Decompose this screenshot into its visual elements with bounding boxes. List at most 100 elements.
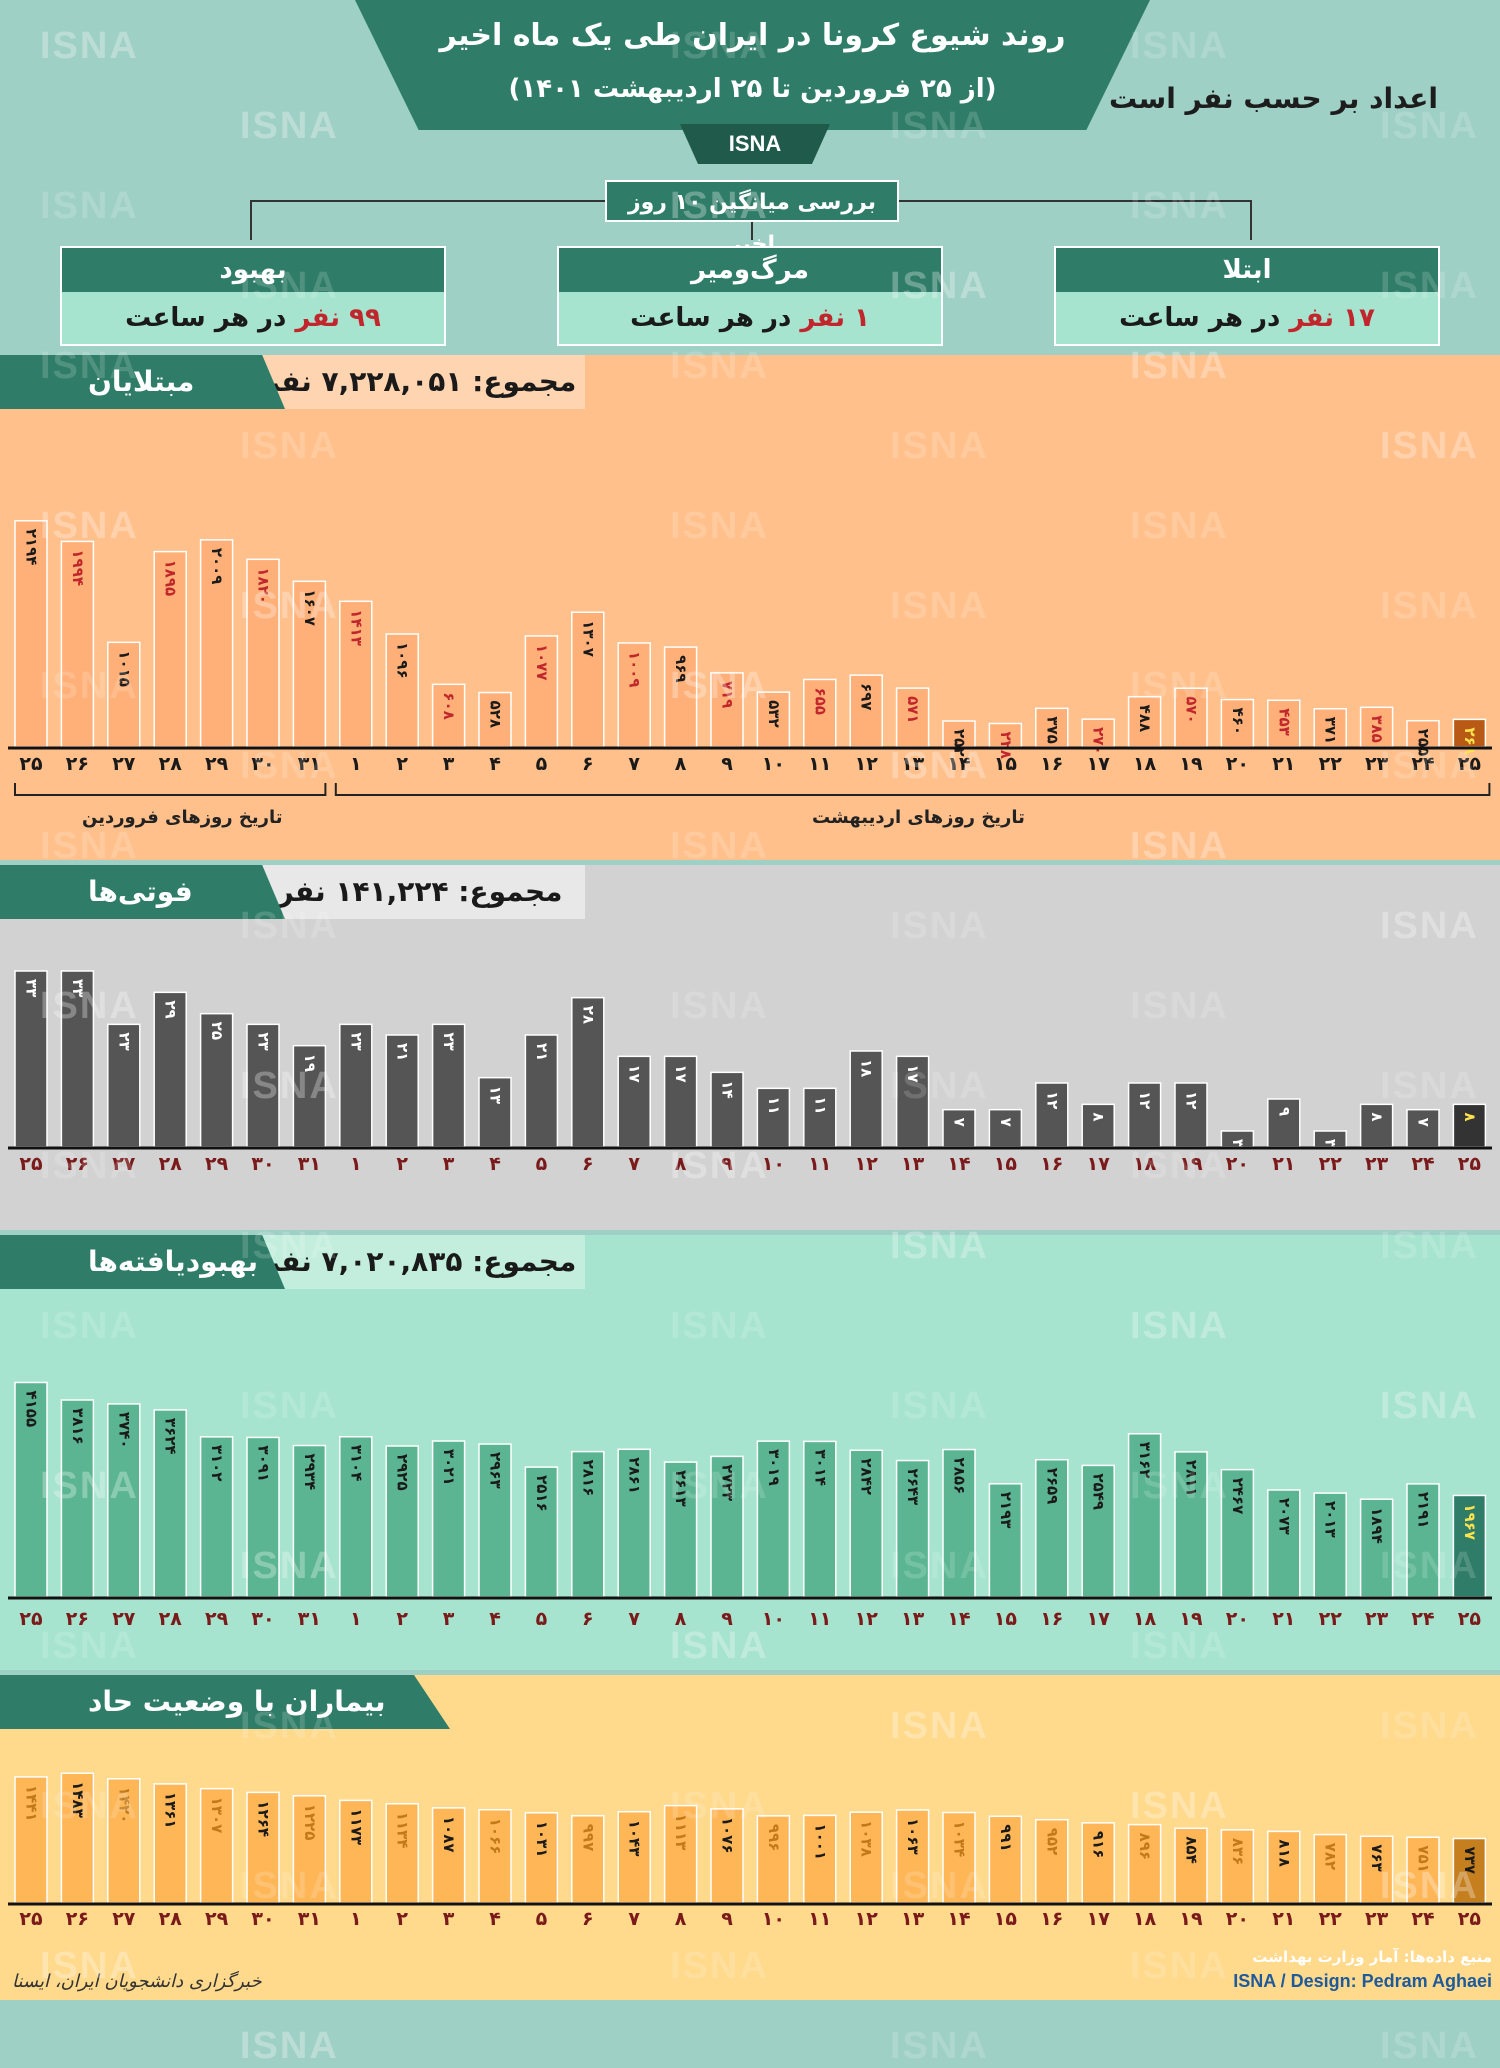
bar-label-recovered-4: ۳۱۰۲	[208, 1445, 226, 1482]
tick-label-deaths-30: ۲۴	[1411, 1153, 1434, 1175]
tick-label-recovered-6: ۳۱	[298, 1608, 321, 1630]
tick-label-infections-5: ۳۰	[251, 753, 274, 775]
tick-label-critical-29: ۲۳	[1365, 1908, 1389, 1930]
bar-label-infections-18: ۶۹۷	[858, 683, 876, 710]
infections-total: مجموع: ۷,۲۲۸,۰۵۱ نفر	[255, 355, 585, 409]
bar-label-infections-16: ۵۳۲	[765, 700, 783, 727]
tick-label-critical-12: ۶	[582, 1908, 594, 1930]
tick-label-recovered-28: ۲۲	[1319, 1608, 1343, 1630]
tick-label-infections-23: ۱۷	[1087, 753, 1111, 775]
bar-deaths-30	[1406, 1108, 1440, 1148]
bar-critical-15	[710, 1808, 744, 1904]
bar-label-critical-2: ۱۴۲۰	[115, 1787, 133, 1824]
bar-label-infections-11: ۱۰۷۷	[533, 644, 551, 681]
bar-critical-19	[895, 1809, 930, 1904]
bar-label-recovered-6: ۲۹۳۴	[301, 1454, 319, 1491]
bar-label-deaths-12: ۲۸	[579, 1006, 597, 1024]
tick-label-critical-4: ۲۹	[205, 1908, 229, 1930]
bar-recovered-19	[895, 1459, 930, 1598]
bar-deaths-1	[60, 970, 95, 1148]
bar-deaths-15	[710, 1071, 744, 1148]
bar-recovered-6	[292, 1444, 327, 1598]
tick-label-critical-18: ۱۲	[855, 1908, 879, 1930]
tick-label-recovered-17: ۱۱	[808, 1608, 831, 1630]
tick-label-infections-0: ۲۵	[19, 753, 43, 775]
tick-label-infections-9: ۳	[443, 753, 455, 775]
bar-label-infections-22: ۳۷۵	[1043, 716, 1061, 743]
watermark: ISNA	[890, 2025, 989, 2067]
bar-infections-17	[803, 678, 837, 748]
bar-recovered-25	[1174, 1451, 1208, 1598]
bar-critical-17	[803, 1814, 837, 1904]
bar-label-critical-20: ۱۰۳۴	[951, 1821, 969, 1858]
tick-label-recovered-31: ۲۵	[1458, 1608, 1482, 1630]
stat-deaths-title: مرگ‌ومیر	[559, 248, 941, 292]
stat-recovery-number: ۹۹ نفر	[295, 303, 381, 333]
bar-infections-7	[339, 600, 373, 748]
brand-tab: ISNA	[680, 124, 830, 164]
tick-label-infections-4: ۲۹	[205, 753, 229, 775]
bar-label-deaths-3: ۲۹	[162, 1000, 180, 1018]
bar-infections-9	[431, 683, 466, 748]
bar-label-deaths-2: ۲۳	[115, 1032, 133, 1050]
tick-label-critical-10: ۴	[489, 1908, 501, 1930]
bar-label-deaths-6: ۱۹	[301, 1054, 319, 1072]
bar-label-deaths-13: ۱۷	[626, 1064, 644, 1082]
stat-deaths: مرگ‌ومیر ۱ نفر در هر ساعت	[557, 246, 943, 346]
bar-label-deaths-18: ۱۸	[858, 1059, 876, 1077]
stat-deaths-number: ۱ نفر	[800, 303, 870, 333]
bar-label-infections-14: ۹۶۹	[672, 655, 690, 682]
bar-label-infections-17: ۶۵۵	[811, 687, 829, 714]
tick-label-critical-15: ۹	[721, 1908, 733, 1930]
bar-label-critical-24: ۸۹۶	[1136, 1833, 1154, 1860]
tick-label-critical-9: ۳	[443, 1908, 455, 1930]
bar-label-recovered-21: ۲۱۹۳	[997, 1492, 1015, 1529]
tick-label-recovered-3: ۲۸	[159, 1608, 183, 1630]
connector-line	[250, 200, 252, 240]
bar-deaths-12	[571, 996, 605, 1148]
tick-label-critical-19: ۱۳	[901, 1908, 925, 1930]
tick-label-infections-14: ۸	[675, 753, 687, 775]
tick-label-recovered-24: ۱۸	[1133, 1608, 1157, 1630]
tick-label-infections-28: ۲۲	[1319, 753, 1343, 775]
bar-recovered-26	[1220, 1468, 1255, 1598]
bar-infections-18	[849, 674, 883, 748]
bar-label-deaths-20: ۷	[951, 1118, 969, 1127]
bar-deaths-17	[803, 1087, 837, 1148]
bar-infections-25	[1174, 687, 1208, 748]
tick-label-critical-16: ۱۰	[762, 1908, 785, 1930]
bar-label-critical-16: ۹۹۶	[765, 1824, 783, 1851]
tick-label-deaths-31: ۲۵	[1458, 1153, 1482, 1175]
tick-label-infections-26: ۲۰	[1226, 753, 1249, 775]
bar-label-critical-17: ۱۰۰۱	[811, 1823, 829, 1860]
tick-label-deaths-7: ۱	[350, 1153, 362, 1175]
bar-label-infections-31: ۲۶۸	[1461, 727, 1479, 754]
bar-deaths-10	[478, 1076, 512, 1148]
bar-label-deaths-21: ۷	[997, 1118, 1015, 1127]
tick-label-critical-8: ۲	[396, 1908, 408, 1930]
bar-critical-31	[1452, 1837, 1487, 1904]
bar-label-deaths-1: ۳۳	[69, 979, 87, 997]
tick-label-deaths-21: ۱۵	[994, 1153, 1018, 1175]
bar-deaths-13	[617, 1055, 651, 1148]
stat-recovery-value: ۹۹ نفر در هر ساعت	[62, 292, 444, 344]
watermark: ISNA	[40, 185, 139, 227]
bar-label-critical-1: ۱۴۸۳	[69, 1781, 87, 1818]
tick-label-recovered-8: ۲	[396, 1608, 408, 1630]
bar-label-deaths-17: ۱۱	[811, 1096, 829, 1114]
bar-label-infections-3: ۱۸۹۵	[162, 560, 180, 597]
watermark: ISNA	[240, 105, 339, 147]
bar-recovered-0	[14, 1381, 48, 1598]
bar-deaths-18	[849, 1050, 883, 1148]
bar-label-deaths-31: ۸	[1461, 1112, 1479, 1121]
tick-label-deaths-19: ۱۳	[901, 1153, 925, 1175]
bar-label-critical-5: ۱۲۶۴	[255, 1800, 273, 1837]
bar-label-deaths-28: ۳	[1322, 1139, 1340, 1148]
stat-infections-number: ۱۷ نفر	[1289, 303, 1375, 333]
bar-deaths-0	[14, 970, 48, 1148]
bar-label-critical-15: ۱۰۷۶	[719, 1817, 737, 1854]
bar-recovered-14	[663, 1461, 698, 1598]
bar-label-infections-29: ۳۸۵	[1368, 715, 1386, 742]
bar-label-infections-7: ۱۴۱۳	[347, 609, 365, 646]
bar-label-deaths-11: ۲۱	[533, 1043, 551, 1061]
